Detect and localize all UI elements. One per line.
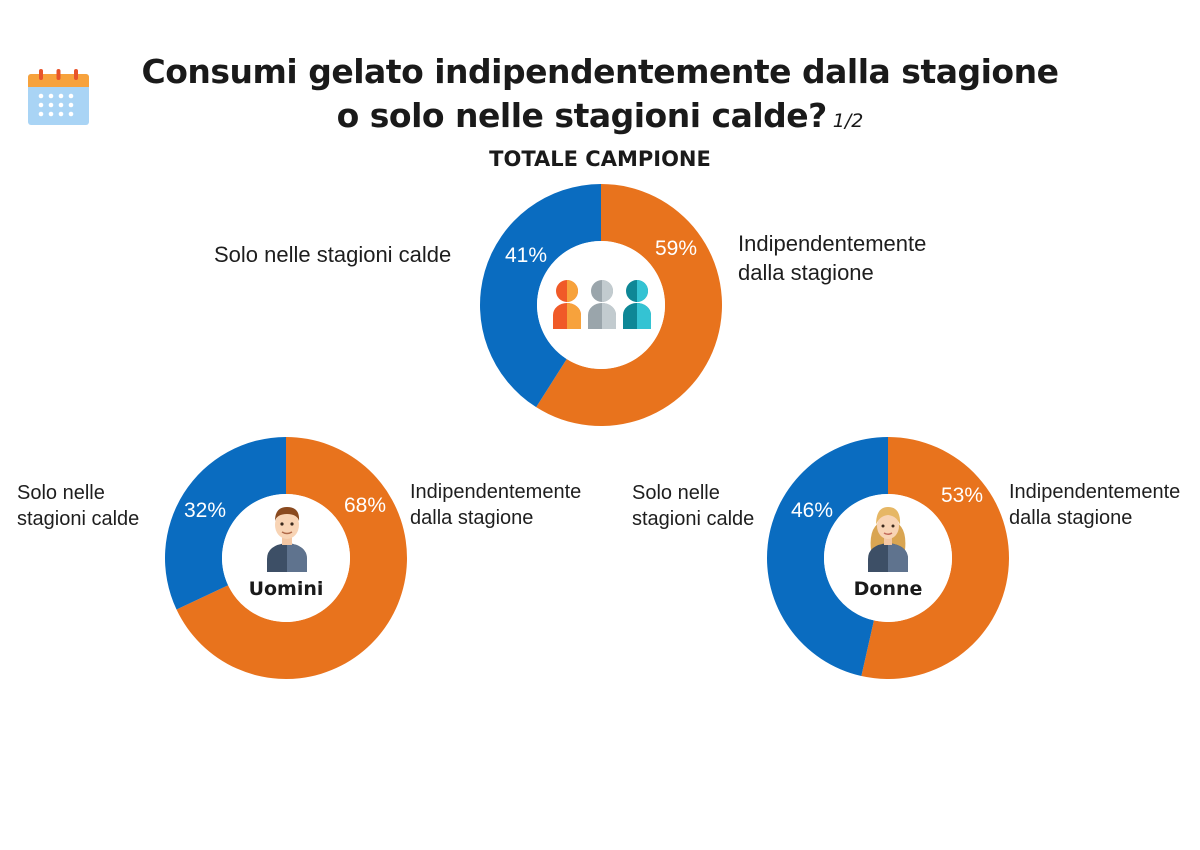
men-center-label: Uomini	[248, 578, 324, 600]
chart-title-line1: Consumi gelato indipendentemente dalla s…	[141, 52, 1059, 91]
calendar-icon	[28, 69, 89, 125]
man-avatar-icon	[267, 507, 307, 572]
women-label-left-line2: stagioni calde	[632, 508, 755, 530]
men-label-left-line1: Solo nelle	[17, 482, 105, 504]
men-label-right-line1: Indipendentemente	[410, 481, 582, 503]
total-blue-value-label: 41%	[504, 244, 548, 267]
total-sample-heading: TOTALE CAMPIONE	[489, 147, 711, 171]
women-label-right-line1: Indipendentemente	[1009, 481, 1181, 503]
women-label-right: Indipendentemente dalla stagione	[1009, 479, 1180, 531]
women-label-left: Solo nelle stagioni calde	[632, 480, 754, 532]
chart-title-line2: o solo nelle stagioni calde? 1/2	[0, 96, 1200, 135]
person-teal-icon	[623, 280, 651, 329]
page-indicator: 1/2	[832, 110, 864, 132]
women-blue-value-label: 46%	[790, 499, 834, 522]
men-label-left-line2: stagioni calde	[17, 508, 140, 530]
donut-women	[767, 437, 1010, 679]
woman-avatar-icon	[868, 507, 908, 572]
men-blue-value-label: 32%	[183, 499, 227, 522]
women-center-label: Donne	[853, 578, 923, 600]
person-orange-icon	[553, 280, 581, 329]
men-label-right: Indipendentemente dalla stagione	[410, 479, 581, 531]
total-label-right-line2: dalla stagione	[738, 260, 874, 285]
women-label-right-line2: dalla stagione	[1009, 507, 1133, 529]
women-label-left-line1: Solo nelle	[632, 482, 720, 504]
women-slice-warm-seasons	[767, 437, 888, 677]
total-label-right-line1: Indipendentemente	[738, 231, 927, 256]
men-label-right-line2: dalla stagione	[410, 507, 534, 529]
men-orange-value-label: 68%	[343, 494, 387, 517]
total-orange-value-label: 59%	[654, 237, 698, 260]
person-grey-icon	[588, 280, 616, 329]
men-label-left: Solo nelle stagioni calde	[17, 480, 139, 532]
women-slice-independent	[861, 437, 1010, 679]
total-label-right: Indipendentemente dalla stagione	[738, 229, 926, 287]
women-orange-value-label: 53%	[940, 484, 984, 507]
total-slice-warm-seasons	[480, 183, 601, 408]
chart-title-line2-text: o solo nelle stagioni calde?	[336, 96, 828, 135]
men-slice-independent	[176, 436, 408, 679]
total-slice-independent	[536, 184, 722, 426]
total-label-left: Solo nelle stagioni calde	[214, 242, 452, 267]
men-slice-warm-seasons	[165, 436, 286, 610]
people-group-icon	[553, 280, 651, 329]
